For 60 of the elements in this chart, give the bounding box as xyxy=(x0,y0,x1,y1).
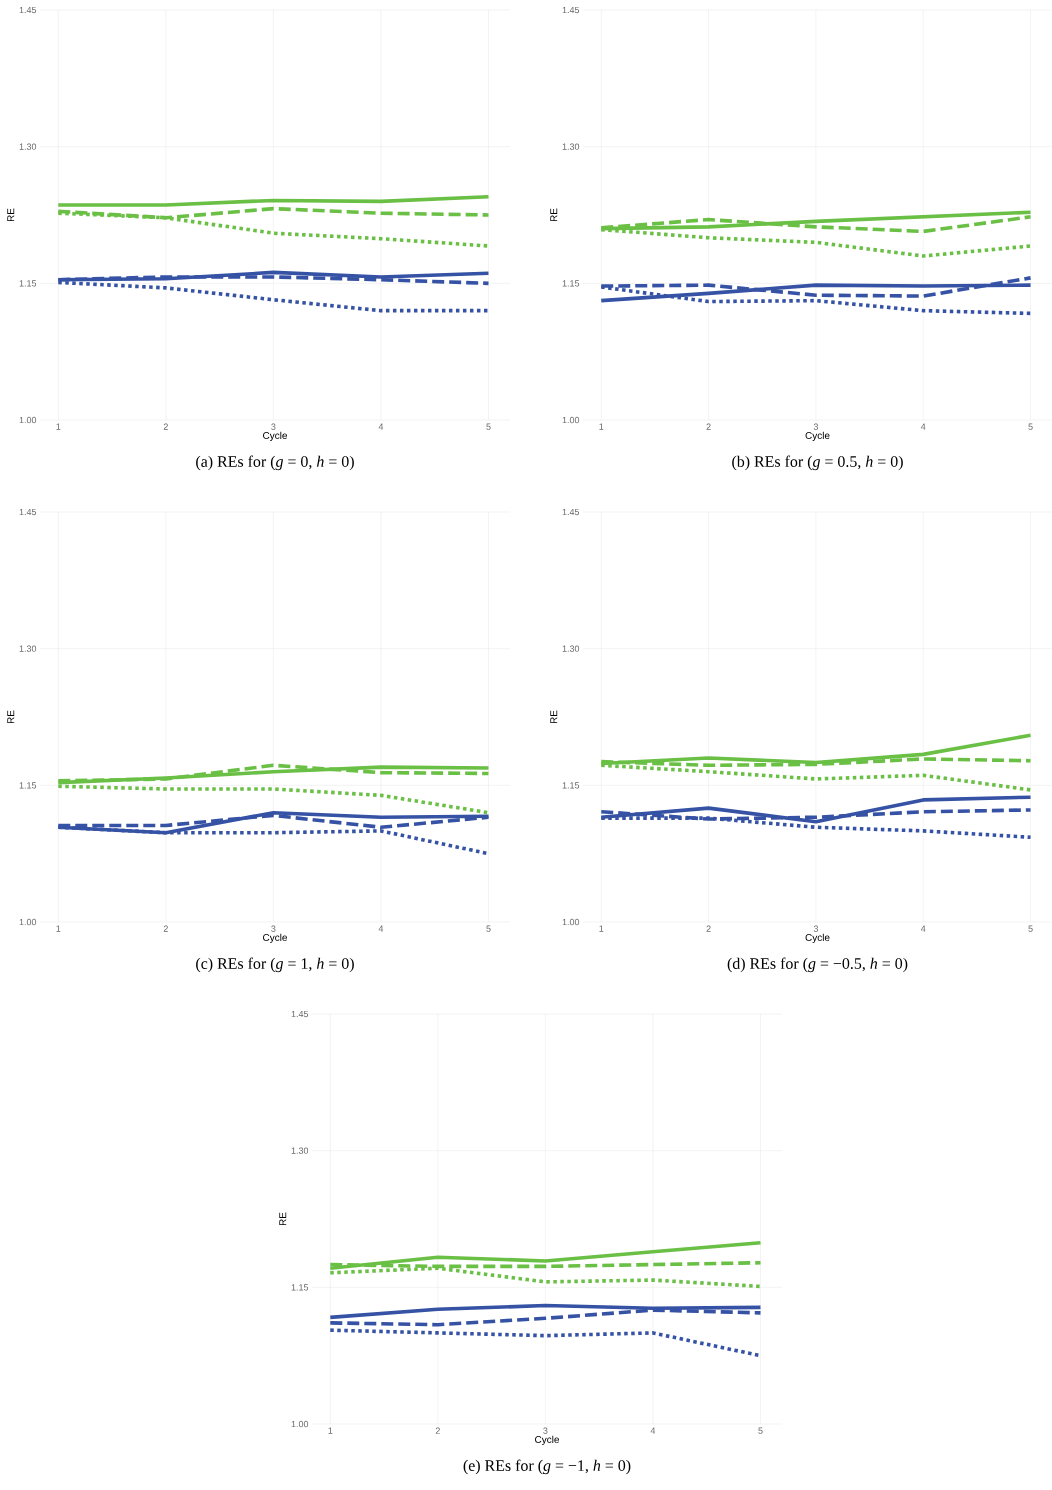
x-tick-label: 5 xyxy=(758,1427,763,1434)
x-tick-label: 2 xyxy=(706,423,711,430)
x-tick-label: 1 xyxy=(328,1427,333,1434)
x-tick-label: 1 xyxy=(599,925,604,932)
y-tick-label: 1.45 xyxy=(562,508,579,516)
x-axis-title: Cycle xyxy=(262,431,287,441)
y-tick-label: 1.00 xyxy=(291,1420,308,1428)
x-axis-title: Cycle xyxy=(805,933,830,943)
y-tick-label: 1.00 xyxy=(562,416,579,424)
y-tick-label: 1.45 xyxy=(19,6,36,14)
y-tick-label: 1.15 xyxy=(562,782,579,789)
x-tick-label: 3 xyxy=(271,925,276,932)
y-axis-title: RE xyxy=(550,710,558,724)
text: (d) REs for (g = −0.5, h = 0) xyxy=(727,957,908,973)
y-tick-label: 1.30 xyxy=(562,143,579,150)
y-tick-label: 1.00 xyxy=(562,918,579,926)
y-axis-title: RE xyxy=(279,1212,287,1226)
y-tick-label: 1.00 xyxy=(19,918,36,926)
x-tick-label: 2 xyxy=(435,1427,440,1434)
text: (e) REs for (g = −1, h = 0) xyxy=(463,1459,631,1475)
y-tick-label: 1.15 xyxy=(562,280,579,287)
y-tick-label: 1.00 xyxy=(19,416,36,424)
y-tick-label: 1.15 xyxy=(19,782,36,789)
x-tick-label: 3 xyxy=(813,423,818,430)
y-tick-label: 1.15 xyxy=(291,1284,308,1291)
x-tick-label: 1 xyxy=(56,423,61,430)
x-tick-label: 5 xyxy=(1028,925,1033,932)
y-axis-title: RE xyxy=(7,710,15,724)
y-tick-label: 1.30 xyxy=(562,645,579,652)
y-tick-label: 1.45 xyxy=(19,508,36,516)
x-tick-label: 2 xyxy=(163,925,168,932)
x-axis-title: Cycle xyxy=(534,1435,559,1446)
x-tick-label: 1 xyxy=(56,925,61,932)
y-axis-title: RE xyxy=(7,208,15,222)
text: (b) REs for (g = 0.5, h = 0) xyxy=(732,455,903,471)
x-tick-label: 2 xyxy=(706,925,711,932)
x-tick-label: 2 xyxy=(163,423,168,430)
y-tick-label: 1.30 xyxy=(19,645,36,652)
x-axis-title: Cycle xyxy=(805,431,830,441)
x-tick-label: 3 xyxy=(543,1427,548,1434)
y-tick-label: 1.45 xyxy=(291,1010,308,1018)
x-tick-label: 4 xyxy=(920,925,926,932)
text: (c) REs for (g = 1, h = 0) xyxy=(195,957,354,973)
y-tick-label: 1.30 xyxy=(291,1147,308,1154)
x-axis-title: Cycle xyxy=(262,933,287,943)
x-tick-label: 5 xyxy=(486,925,491,932)
y-tick-label: 1.45 xyxy=(562,6,579,14)
y-tick-label: 1.30 xyxy=(19,143,36,150)
x-tick-label: 4 xyxy=(920,423,926,430)
text: (a) REs for (g = 0, h = 0) xyxy=(195,455,354,471)
x-tick-label: 3 xyxy=(813,925,818,932)
x-tick-label: 5 xyxy=(486,423,491,430)
x-tick-label: 4 xyxy=(650,1427,656,1434)
y-tick-label: 1.15 xyxy=(19,280,36,287)
x-tick-label: 1 xyxy=(599,423,604,430)
x-tick-label: 4 xyxy=(378,423,384,430)
x-tick-label: 5 xyxy=(1028,423,1033,430)
x-tick-label: 4 xyxy=(378,925,384,932)
x-tick-label: 3 xyxy=(271,423,276,430)
y-axis-title: RE xyxy=(550,208,558,222)
